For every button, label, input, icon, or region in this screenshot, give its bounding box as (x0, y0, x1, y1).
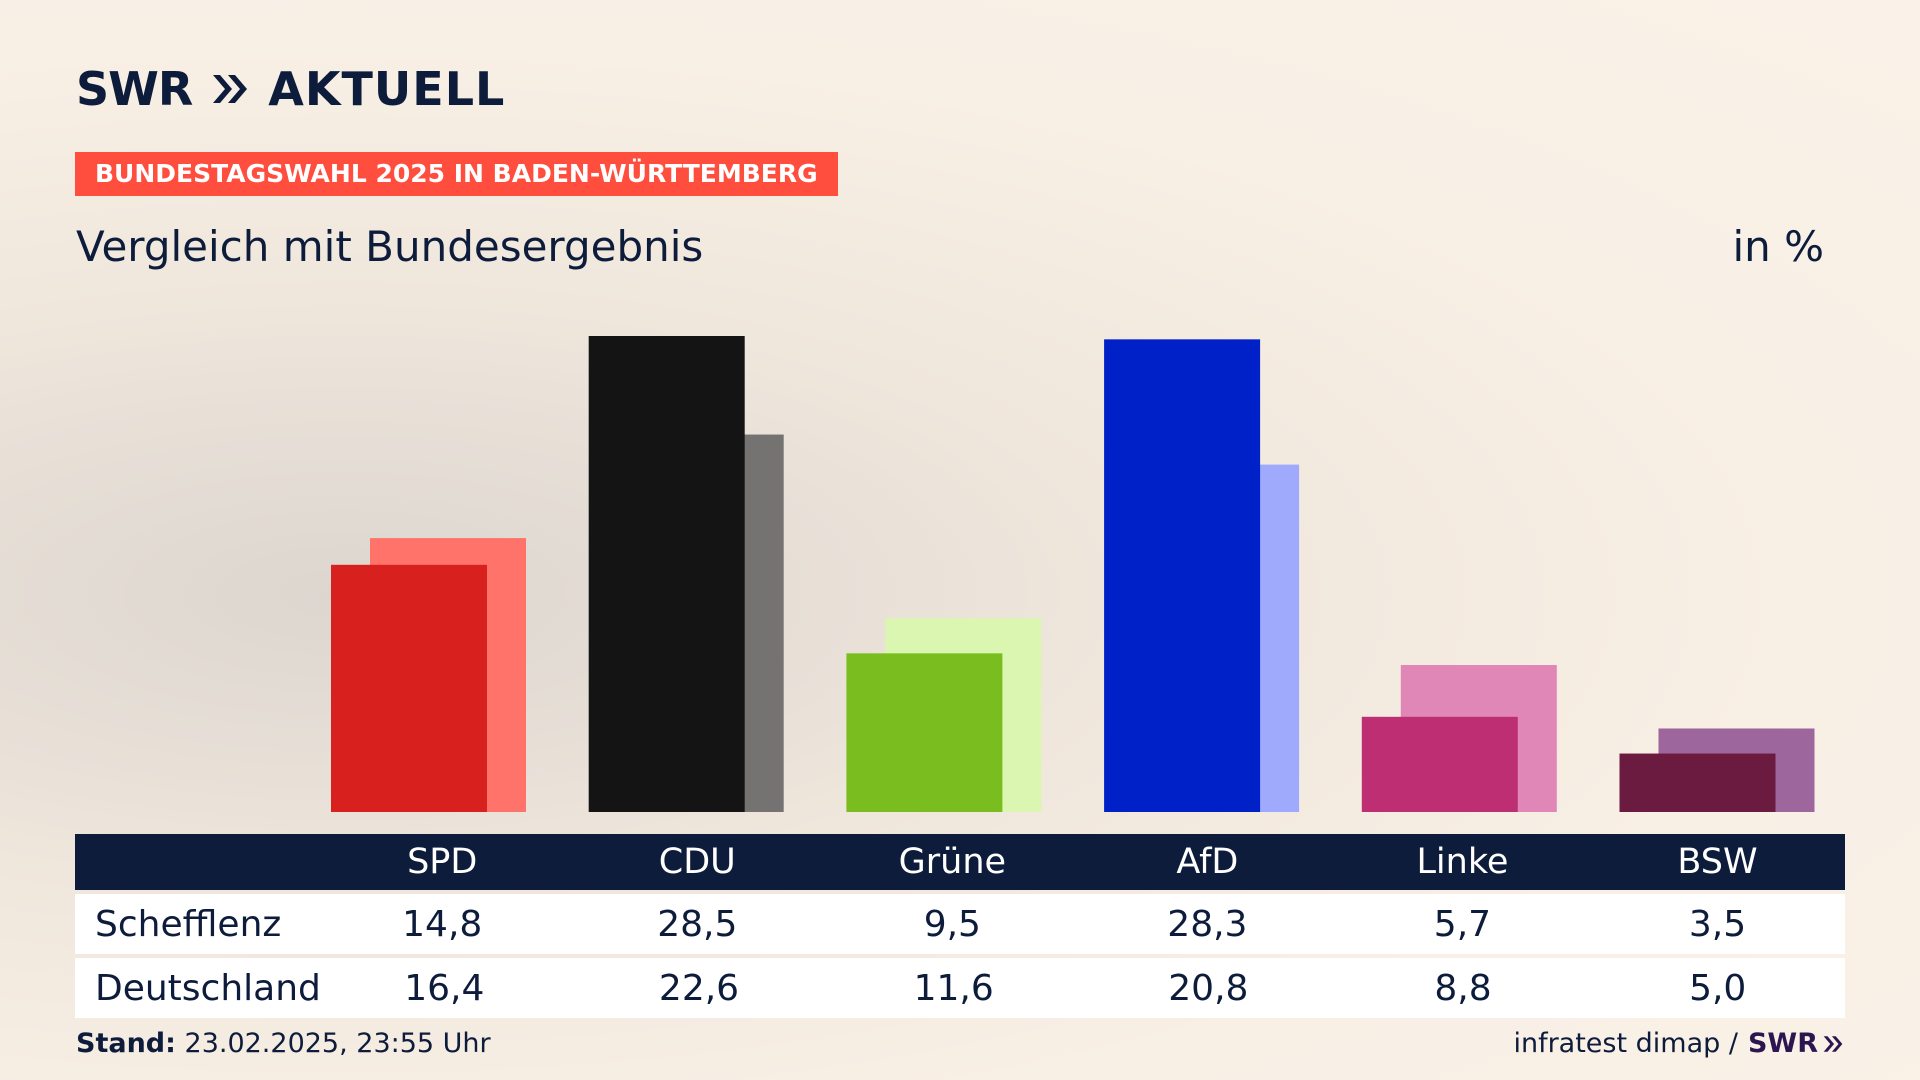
logo-aktuell-text: AKTUELL (268, 62, 506, 116)
source-credit: infratest dimap / SWR (1513, 1028, 1844, 1059)
value-local-spd: 14,8 (402, 903, 483, 945)
timestamp: Stand: 23.02.2025, 23:55 Uhr (76, 1028, 491, 1059)
value-local-cdu: 28,5 (657, 903, 738, 945)
table-row: Deutschland 16,4 22,6 11,6 20,8 8,8 5,0 (75, 958, 1845, 1018)
value-national-afd: 20,8 (1168, 967, 1249, 1009)
value-national-gruene: 11,6 (913, 967, 994, 1009)
stand-value: 23.02.2025, 23:55 Uhr (184, 1028, 491, 1059)
party-header-spd: SPD (407, 842, 478, 882)
bar-local-linke (1361, 716, 1518, 812)
footer-swr-text: SWR (1747, 1028, 1818, 1059)
bar-local-bsw (1619, 753, 1776, 812)
value-local-bsw: 3,5 (1688, 903, 1747, 945)
bar-local-cdu (588, 336, 745, 812)
unit-label: in % (1732, 222, 1824, 271)
swr-aktuell-logo: SWR AKTUELL (76, 66, 505, 112)
party-header-bsw: BSW (1677, 842, 1758, 882)
footer-swr-logo: SWR (1748, 1028, 1844, 1059)
value-local-gruene: 9,5 (923, 903, 981, 945)
chart-subtitle: Vergleich mit Bundesergebnis (76, 222, 704, 271)
logo-swr-text: SWR (76, 62, 193, 116)
party-header-cdu: CDU (658, 842, 736, 882)
party-header-afd: AfD (1176, 842, 1239, 882)
election-tag: BUNDESTAGSWAHL 2025 IN BADEN-WÜRTTEMBERG (75, 152, 838, 196)
bar-local-afd (1104, 339, 1261, 812)
double-chevron-icon (213, 75, 248, 103)
table-row: Schefflenz 14,8 28,5 9,5 28,3 5,7 3,5 (75, 894, 1845, 954)
row-label-local: Schefflenz (95, 903, 282, 945)
party-header-linke: Linke (1416, 842, 1509, 882)
bar-local-gruene (846, 653, 1003, 812)
value-national-spd: 16,4 (404, 967, 485, 1009)
source-text: infratest dimap / (1513, 1028, 1738, 1059)
bar-local-spd (331, 564, 487, 812)
value-local-linke: 5,7 (1433, 903, 1492, 945)
value-national-linke: 8,8 (1434, 967, 1492, 1009)
value-national-bsw: 5,0 (1689, 967, 1747, 1009)
double-chevron-icon (1823, 1035, 1843, 1052)
bar-chart (331, 336, 1815, 812)
table-header-row: SPD CDU Grüne AfD Linke BSW (75, 834, 1845, 890)
party-header-gruene: Grüne (898, 842, 1007, 882)
row-label-national: Deutschland (95, 967, 321, 1009)
stand-label: Stand: (76, 1028, 176, 1059)
value-local-afd: 28,3 (1167, 903, 1248, 945)
results-table: SPD CDU Grüne AfD Linke BSW Schefflenz 1… (75, 834, 1845, 1018)
value-national-cdu: 22,6 (658, 967, 740, 1009)
